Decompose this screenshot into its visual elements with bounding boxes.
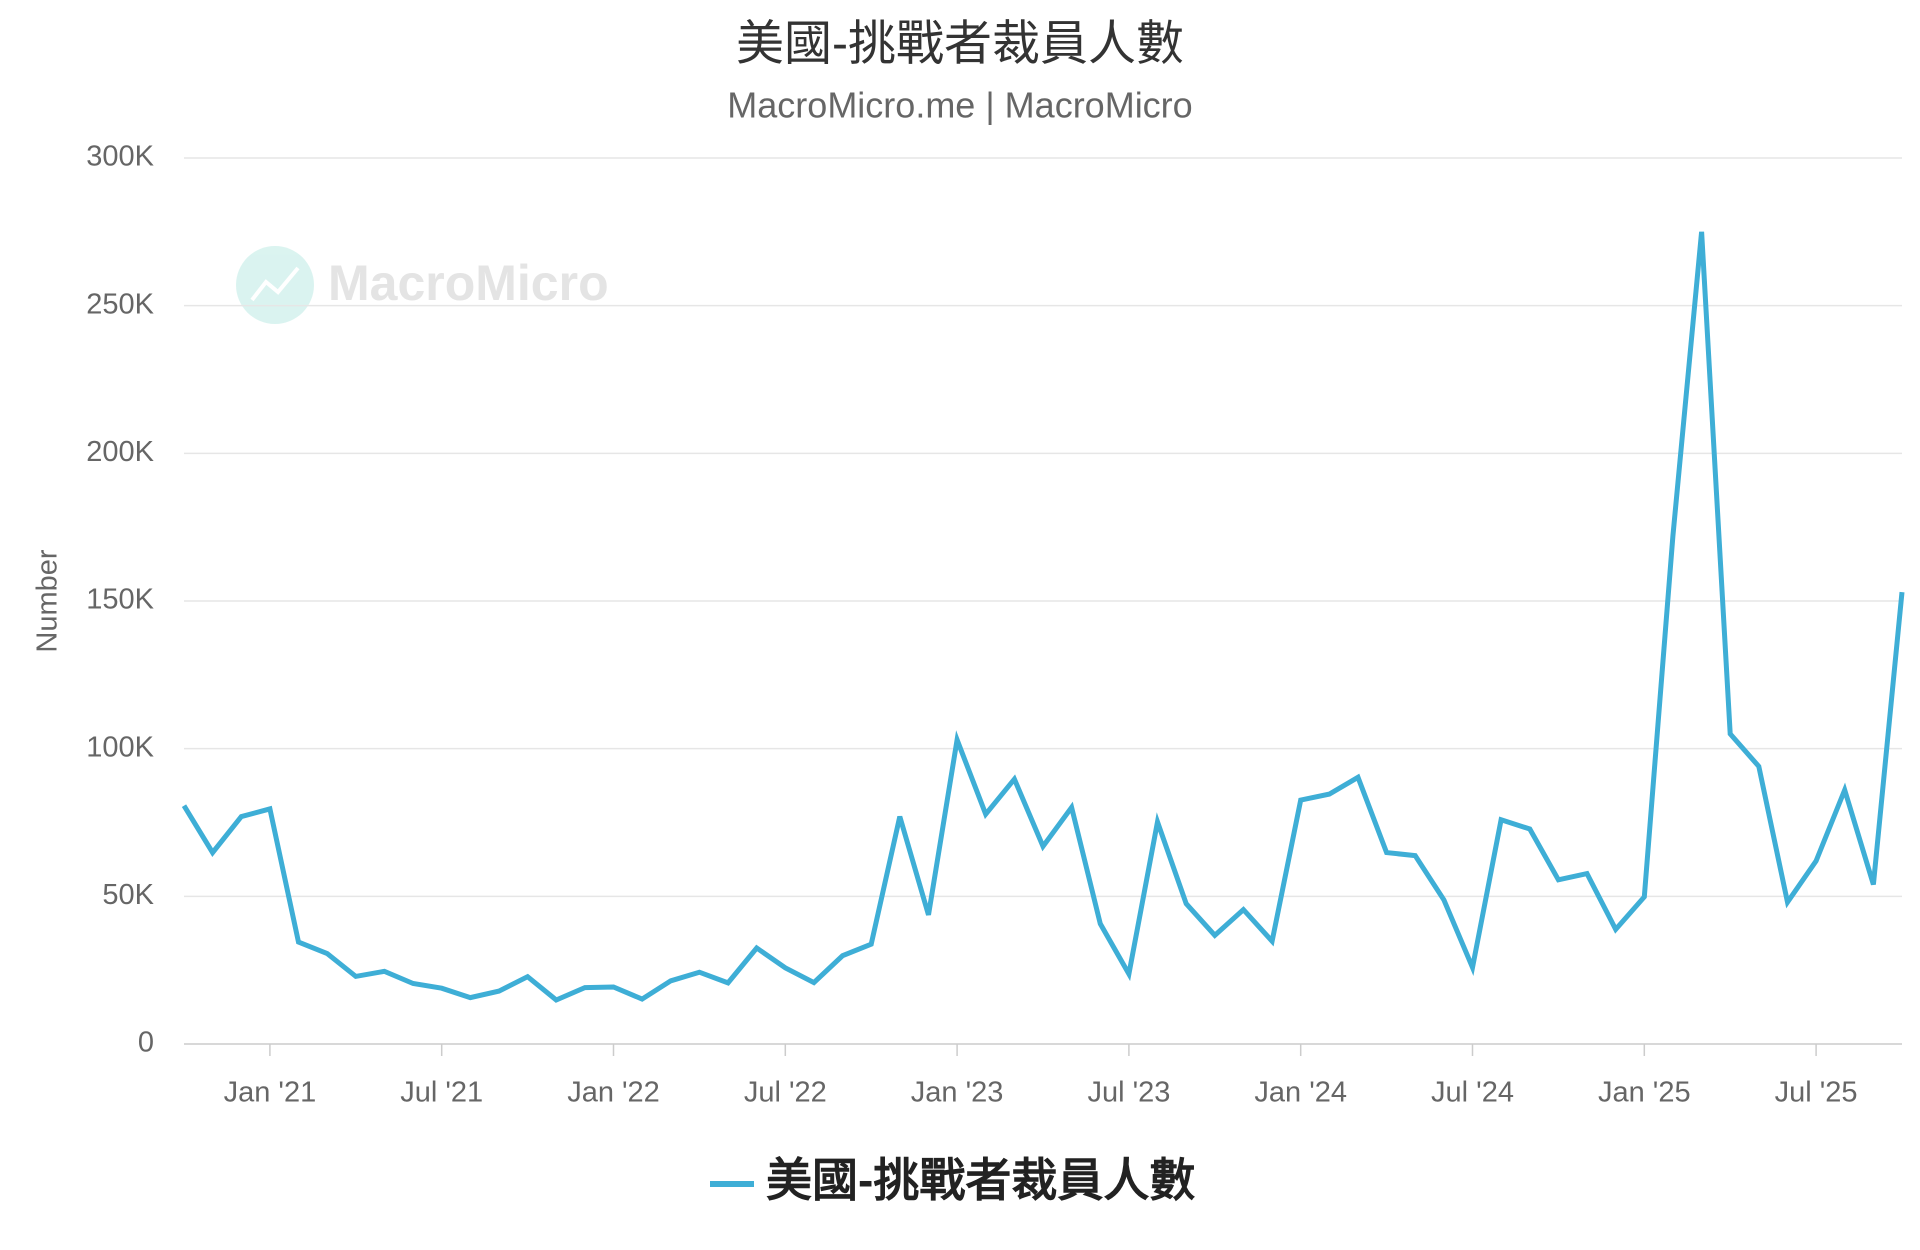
legend-label: 美國-挑戰者裁員人數 <box>766 1154 1195 1206</box>
watermark-logo <box>236 246 314 324</box>
y-axis-label: Number <box>32 549 64 652</box>
x-tick-label: Jul '22 <box>744 1077 827 1109</box>
y-tick-label: 300K <box>86 141 154 173</box>
x-tick-label: Jul '24 <box>1431 1077 1514 1109</box>
chart-subtitle: MacroMicro.me | MacroMicro <box>727 85 1192 126</box>
y-tick-label: 0 <box>138 1027 154 1059</box>
watermark: MacroMicro <box>328 255 609 311</box>
y-tick-label: 200K <box>86 436 154 468</box>
x-tick-label: Jan '22 <box>567 1077 660 1109</box>
y-tick-label: 50K <box>102 879 154 911</box>
chart-title: 美國-挑戰者裁員人數 <box>736 18 1184 71</box>
x-tick-label: Jan '21 <box>224 1077 317 1109</box>
x-tick-label: Jul '23 <box>1087 1077 1170 1109</box>
x-tick-label: Jul '21 <box>400 1077 483 1109</box>
x-tick-label: Jul '25 <box>1775 1077 1858 1109</box>
line-series <box>181 231 1905 1003</box>
y-tick-label: 150K <box>86 584 154 616</box>
x-tick-label: Jan '24 <box>1254 1077 1347 1109</box>
y-tick-label: 100K <box>86 731 154 763</box>
x-tick-label: Jan '25 <box>1598 1077 1691 1109</box>
x-tick-label: Jan '23 <box>911 1077 1004 1109</box>
y-tick-label: 250K <box>86 288 154 320</box>
